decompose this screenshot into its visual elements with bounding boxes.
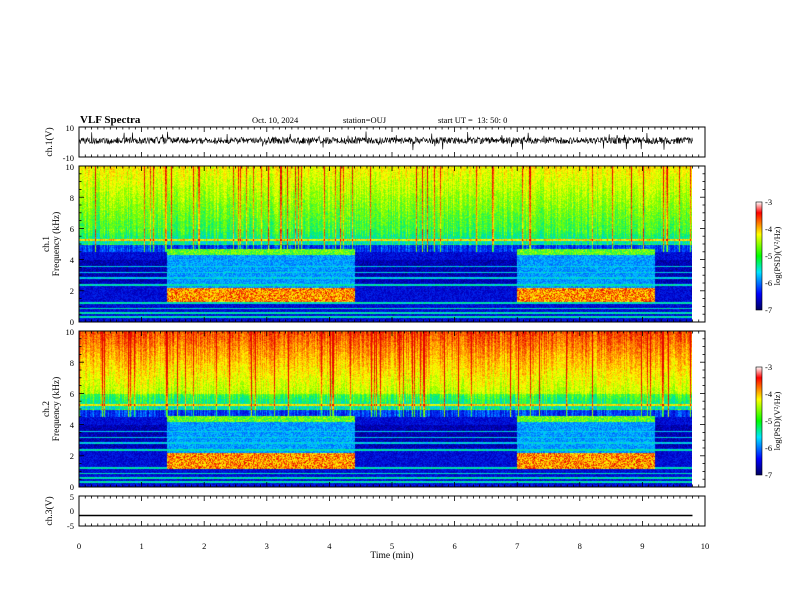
ch1-ytick-top: 10 [66,123,75,133]
header-station: station=OUJ [343,115,387,125]
ch3-ytick-0: 0 [70,506,74,516]
figure-title: VLF Spectra [80,114,141,126]
header-start-time: start UT = 13: 50: 0 [438,115,507,125]
ch2-ylabel-frequency: Frequency (kHz) [51,377,62,442]
ch3-ytick--5: -5 [67,521,74,531]
ch1-cb-tick--6: -6 [765,278,772,288]
ch2-cb-tick--3: -3 [765,362,772,372]
ch1-ytick-6: 6 [70,224,74,234]
x-tick-label: 1 [139,541,143,551]
ch1-colorbar: -3 -4 -5 -6 -7 log(PSD)(V²/Hz) [755,197,782,315]
ch2-spectrogram-panel: 0 2 4 6 8 10 ch.2 Frequency (kHz) [42,327,706,492]
ch1-cb-tick--4: -4 [765,224,773,234]
ch2-ytick-4: 4 [70,420,75,430]
ch1-cb-tick--5: -5 [765,251,772,261]
ch2-colorbar: -3 -4 -5 -6 -7 log(PSD)(V²/Hz) [755,362,782,480]
ch1-ytick-0: 0 [70,317,74,327]
ch1-waveform-panel: 10 -10 ch.1(V) [44,123,706,163]
ch3-ylabel: ch.3(V) [44,496,55,525]
x-axis-label: Time (min) [370,550,413,561]
ch1-ytick-8: 8 [70,193,74,203]
ch1-ytick-2: 2 [70,286,74,296]
ch2-ytick-2: 2 [70,451,74,461]
ch1-colorbar-bar [755,201,763,311]
ch1-colorbar-label: log(PSD)(V²/Hz) [772,226,782,285]
x-tick-label: 0 [77,541,81,551]
ch1-ylabel: ch.1(V) [44,127,55,156]
ch1-ytick-4: 4 [70,255,75,265]
x-tick-label: 2 [202,541,206,551]
ch3-ytick-5: 5 [70,492,74,502]
ch1-ylabel-frequency: Frequency (kHz) [51,212,62,277]
ch2-ylabel-channel: ch.2 [42,401,52,417]
header-date: Oct. 10, 2024 [252,115,299,125]
ch2-cb-tick--4: -4 [765,389,773,399]
ch2-spectrogram-image [79,331,692,487]
ch3-waveform-panel: 5 0 -5 ch.3(V) [44,492,706,531]
x-tick-label: 3 [265,541,269,551]
x-tick-label: 5 [390,541,394,551]
ch1-ytick-bottom: -10 [63,153,74,163]
x-axis-tick-labels: 0 1 2 3 4 5 6 7 8 9 10 [77,541,709,551]
ch1-ylabel-channel: ch.1 [42,236,52,252]
ch2-cb-tick--6: -6 [765,443,772,453]
ch2-cb-tick--7: -7 [765,470,772,480]
x-tick-label: 9 [640,541,644,551]
ch1-spectrogram-image [79,166,692,322]
ch2-cb-tick--5: -5 [765,416,772,426]
ch1-ytick-10: 10 [66,162,75,172]
axis-ticks [78,127,706,526]
ch1-cb-tick--3: -3 [765,197,772,207]
ch2-colorbar-label: log(PSD)(V²/Hz) [772,391,782,450]
x-tick-label: 10 [701,541,710,551]
ch2-colorbar-bar [755,366,763,476]
ch2-ytick-10: 10 [66,327,75,337]
ch2-ytick-6: 6 [70,389,74,399]
ch1-cb-tick--7: -7 [765,305,772,315]
x-tick-label: 6 [452,541,456,551]
ch1-spectrogram-panel: 0 2 4 6 8 10 ch.1 Frequency (kHz) [42,162,706,327]
ch2-ytick-8: 8 [70,358,74,368]
ch1-waveform-line [78,131,693,151]
x-tick-label: 7 [515,541,519,551]
x-tick-label: 4 [327,541,332,551]
ch2-ytick-0: 0 [70,482,74,492]
x-tick-label: 8 [578,541,582,551]
